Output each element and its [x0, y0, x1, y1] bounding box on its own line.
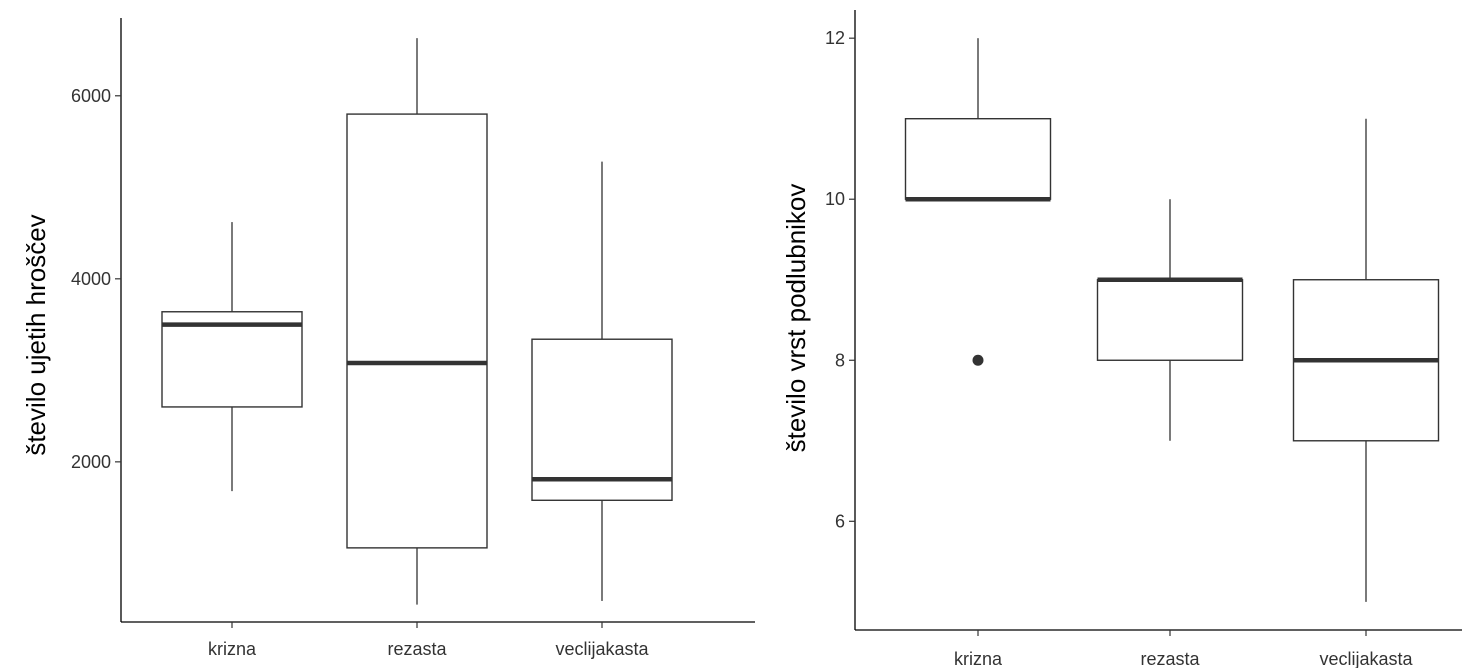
right-boxplot-panel: 6 8 10 12 krizna rezasta veclijakasta število … — [781, 10, 1462, 668]
box-veclijakasta — [531, 338, 673, 501]
box-krizna — [161, 311, 303, 408]
y-tick-label: 12 — [825, 28, 845, 48]
x-tick-label: veclijakasta — [1319, 649, 1413, 668]
left-y-axis-title: število ujetih hroščev — [21, 214, 51, 455]
left-boxplot-panel: 2000 4000 6000 krizna rezasta veclijakasta št… — [21, 18, 755, 659]
y-tick-label: 6000 — [71, 86, 111, 106]
box-krizna — [904, 118, 1052, 200]
x-tick-label: veclijakasta — [555, 639, 649, 659]
x-tick-label: rezasta — [387, 639, 447, 659]
x-tick-label: rezasta — [1140, 649, 1200, 668]
y-tick-label: 8 — [835, 350, 845, 370]
right-y-axis-title: število vrst podlubnikov — [781, 184, 811, 453]
y-tick-label: 6 — [835, 511, 845, 531]
box-rezasta — [1096, 279, 1244, 361]
box-rezasta — [346, 113, 488, 549]
outlier-point — [972, 354, 984, 366]
x-tick-label: krizna — [208, 639, 257, 659]
left-boxplot-marks: 2000 4000 6000 krizna rezasta veclijakasta — [71, 38, 673, 659]
y-tick-label: 10 — [825, 189, 845, 209]
right-boxplot-marks: 6 8 10 12 krizna rezasta veclijakasta — [825, 28, 1440, 668]
x-tick-label: krizna — [954, 649, 1003, 668]
y-tick-label: 2000 — [71, 452, 111, 472]
y-tick-label: 4000 — [71, 269, 111, 289]
